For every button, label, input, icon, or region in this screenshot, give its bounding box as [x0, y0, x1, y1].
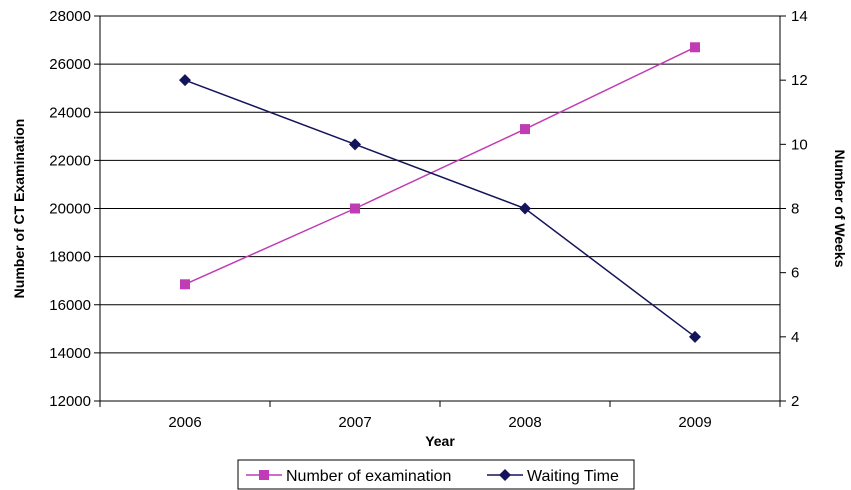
- y-tick-label: 18000: [49, 249, 91, 266]
- y-axis-title: Number of CT Examination: [11, 119, 27, 299]
- x-tick-label: 2009: [678, 414, 711, 431]
- legend-label: Number of examination: [286, 468, 451, 485]
- data-point-square: [180, 279, 190, 290]
- x-axis-title: Year: [425, 433, 455, 449]
- y2-tick-label: 2: [791, 393, 799, 410]
- y-tick-label: 12000: [49, 393, 91, 410]
- x-tick-label: 2008: [508, 414, 541, 431]
- y-tick-label: 24000: [49, 104, 91, 121]
- left-y-axis: 12000 14000 16000 18000 20000 22000 24000 26000…: [49, 8, 100, 410]
- data-point-diamond: [179, 74, 191, 87]
- y2-tick-label: 4: [791, 329, 799, 346]
- x-tick-label: 2006: [168, 414, 201, 431]
- data-point-square: [520, 124, 530, 135]
- legend-label: Waiting Time: [527, 468, 619, 485]
- y2-tick-label: 10: [791, 136, 808, 153]
- legend-box: [237, 459, 635, 490]
- y-tick-label: 14000: [49, 345, 91, 362]
- y-tick-label: 26000: [49, 56, 91, 73]
- right-y-axis: 2 4 6 8 10 12 14: [780, 8, 808, 410]
- legend-diamond-marker: [499, 469, 511, 481]
- data-point-diamond: [689, 330, 701, 343]
- x-tick-label: 2007: [338, 414, 371, 431]
- y2-tick-label: 6: [791, 265, 799, 282]
- series-line-number-of-examination: [184, 46, 696, 285]
- legend-square-marker: [259, 470, 269, 480]
- legend: Number of examination Waiting Time: [237, 459, 635, 490]
- legend-item-waiting-time: Waiting Time: [487, 468, 619, 485]
- y-tick-label: 22000: [49, 152, 91, 169]
- data-point-square: [690, 42, 700, 53]
- y2-tick-label: 8: [791, 201, 799, 218]
- y-tick-label: 16000: [49, 297, 91, 314]
- legend-item-examination: Number of examination: [246, 468, 451, 485]
- y-tick-label: 28000: [49, 8, 91, 25]
- y2-axis-title: Number of Weeks: [832, 150, 848, 268]
- series-lines: [179, 42, 701, 343]
- data-point-square: [350, 203, 360, 214]
- data-point-diamond: [519, 202, 531, 215]
- series-line-waiting-time: [184, 79, 696, 338]
- y2-tick-label: 14: [791, 8, 808, 25]
- data-point-diamond: [349, 138, 361, 151]
- gridlines: [100, 63, 780, 354]
- x-axis: 2006 2007 2008 2009: [99, 401, 781, 431]
- y2-tick-label: 12: [791, 72, 808, 89]
- y-tick-label: 20000: [49, 201, 91, 218]
